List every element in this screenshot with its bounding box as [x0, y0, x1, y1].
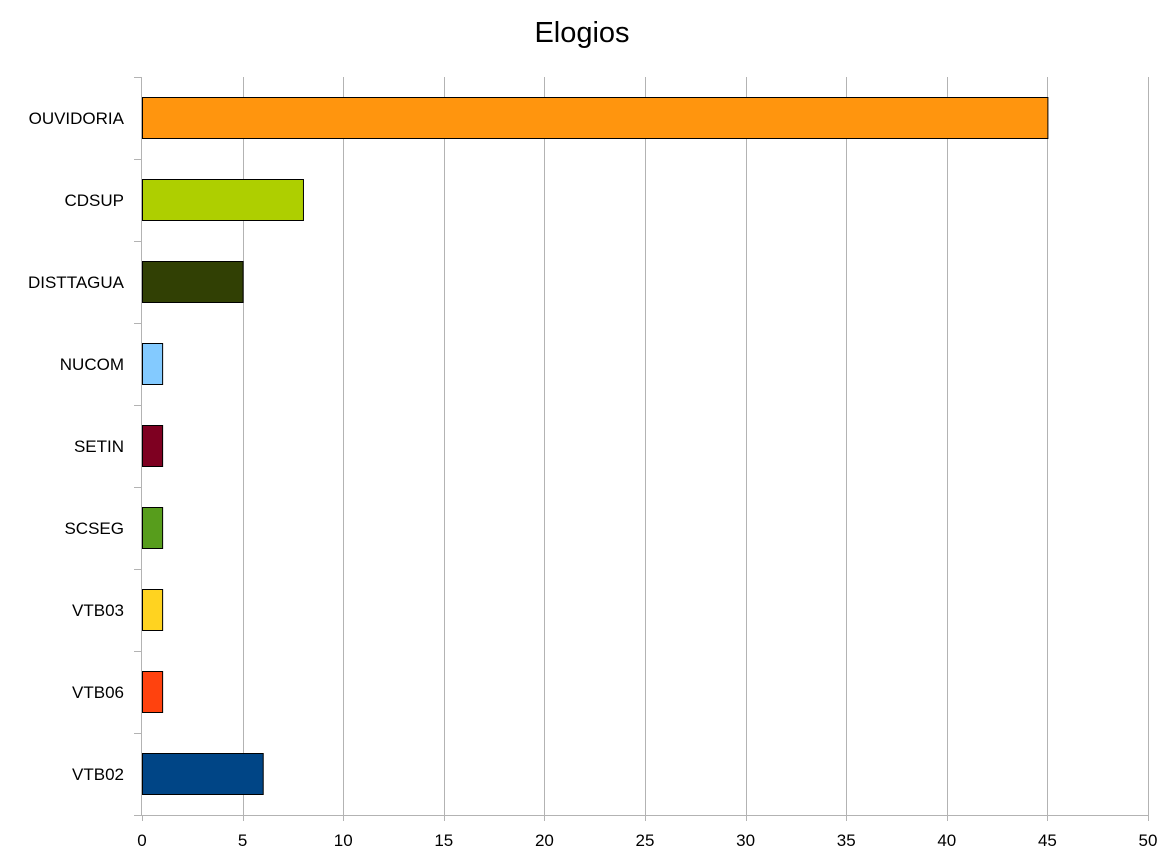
x-tick-label: 10: [334, 831, 353, 850]
y-category-label: VTB02: [72, 765, 124, 784]
x-tick-label: 40: [937, 831, 956, 850]
bar-scseg: [142, 507, 164, 549]
y-axis-tick-labels: OUVIDORIA CDSUP DISTTAGUA NUCOM SETIN SCSEG VT…: [28, 109, 125, 784]
x-tick-label: 20: [535, 831, 554, 850]
y-category-label: SETIN: [74, 437, 124, 456]
bar-ouvidoria: [142, 97, 1049, 139]
bar-vtb06: [142, 671, 164, 713]
y-category-label: NUCOM: [60, 355, 124, 374]
chart-title: Elogios: [534, 17, 629, 49]
bar-vtb02: [142, 753, 264, 795]
y-category-label: VTB03: [72, 601, 124, 620]
bar-setin: [142, 425, 164, 467]
x-tick-label: 45: [1038, 831, 1057, 850]
x-tick-label: 30: [736, 831, 755, 850]
x-tick-label: 0: [137, 831, 146, 850]
y-category-label: DISTTAGUA: [28, 273, 125, 292]
y-category-label: VTB06: [72, 683, 124, 702]
x-tick-label: 5: [238, 831, 247, 850]
bar-nucom: [142, 343, 164, 385]
x-tick-label: 15: [434, 831, 453, 850]
axes: [134, 77, 1149, 821]
bar-disttagua: [142, 261, 244, 303]
x-tick-label: 25: [636, 831, 655, 850]
x-axis-tick-labels: 0 5 10 15 20 25 30 35 40 45 50: [137, 831, 1157, 850]
y-category-label: SCSEG: [64, 519, 124, 538]
x-tick-label: 50: [1139, 831, 1158, 850]
bars: [142, 97, 1049, 795]
grid-lines: [243, 77, 1149, 815]
y-category-label: CDSUP: [64, 191, 124, 210]
x-tick-label: 35: [837, 831, 856, 850]
bar-cdsup: [142, 179, 304, 221]
y-category-label: OUVIDORIA: [29, 109, 125, 128]
bar-vtb03: [142, 589, 164, 631]
